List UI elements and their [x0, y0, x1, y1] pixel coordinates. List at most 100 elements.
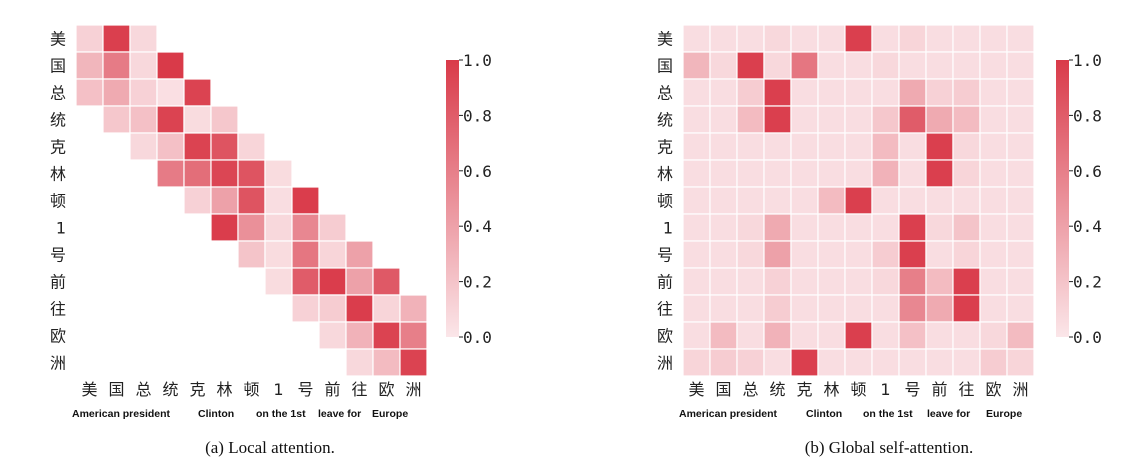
heatmap-0-xtick: 顿 — [243, 380, 259, 399]
heatmap-1-cell-r2-c5 — [817, 78, 846, 107]
heatmap-1-cell-r7-c3 — [763, 213, 792, 242]
heatmap-0-cell-r7-c7 — [264, 213, 293, 242]
heatmap-1-cell-r5-c4 — [790, 159, 819, 188]
heatmap-1-ytick: 欧 — [657, 327, 673, 346]
heatmap-1-cell-r8-c4 — [790, 240, 819, 269]
heatmap-1-cell-r5-c1 — [709, 159, 738, 188]
heatmap-1-cell-r11-c7 — [871, 321, 900, 350]
heatmap-0-cell-r10-c9 — [318, 294, 347, 323]
heatmap-1-cell-r8-c12 — [1006, 240, 1035, 269]
heatmap-1-ytick: 洲 — [657, 354, 673, 373]
heatmap-1-cell-r4-c8 — [898, 132, 927, 161]
heatmap-1-cell-r3-c5 — [817, 105, 846, 134]
heatmap-0-cell-r6-c5 — [210, 186, 239, 215]
heatmap-1-cell-r9-c10 — [952, 267, 981, 296]
heatmap-0-cell-r10-c8 — [291, 294, 320, 323]
heatmap-1-cell-r0-c5 — [817, 24, 846, 53]
heatmap-1-cell-r7-c12 — [1006, 213, 1035, 242]
heatmap-1-cell-r10-c9 — [925, 294, 954, 323]
heatmap-1-cell-r6-c5 — [817, 186, 846, 215]
heatmap-1-cell-r7-c6 — [844, 213, 873, 242]
heatmap-1-cell-r7-c0 — [682, 213, 711, 242]
heatmap-1-cell-r3-c1 — [709, 105, 738, 134]
colorbar-1-tick-label: 0.4 — [1073, 217, 1102, 236]
heatmap-1-cell-r2-c3 — [763, 78, 792, 107]
heatmap-0-cell-r9-c7 — [264, 267, 293, 296]
heatmap-1-cell-r0-c9 — [925, 24, 954, 53]
heatmap-1-cell-r2-c12 — [1006, 78, 1035, 107]
heatmap-0-cell-r4-c3 — [156, 132, 185, 161]
heatmap-1-cell-r11-c2 — [736, 321, 765, 350]
heatmap-0-ytick: 统 — [50, 111, 66, 130]
heatmap-0-cell-r2-c3 — [156, 78, 185, 107]
heatmap-1-cell-r12-c3 — [763, 348, 792, 377]
heatmap-1-xtick: 往 — [958, 380, 974, 399]
heatmap-0-xtick: 号 — [297, 380, 313, 399]
heatmap-1-cell-r0-c3 — [763, 24, 792, 53]
heatmap-1-cell-r12-c9 — [925, 348, 954, 377]
heatmap-1-cell-r2-c0 — [682, 78, 711, 107]
heatmap-0-cell-r1-c0 — [75, 51, 104, 80]
heatmap-1-xtick: 前 — [931, 380, 947, 399]
colorbar-0-tick-label: 0.4 — [463, 217, 492, 236]
heatmap-1-ytick: 前 — [657, 273, 673, 292]
heatmap-1-cell-r8-c10 — [952, 240, 981, 269]
heatmap-1-cell-r0-c11 — [979, 24, 1008, 53]
heatmap-0-cell-r2-c0 — [75, 78, 104, 107]
heatmap-1-cell-r10-c3 — [763, 294, 792, 323]
heatmap-0-cell-r4-c2 — [129, 132, 158, 161]
heatmap-1-cell-r7-c11 — [979, 213, 1008, 242]
heatmap-0-cell-r1-c1 — [102, 51, 131, 80]
heatmap-0-cell-r8-c8 — [291, 240, 320, 269]
heatmap-1-cell-r2-c11 — [979, 78, 1008, 107]
heatmap-1-cell-r2-c7 — [871, 78, 900, 107]
heatmap-1-ytick: 1 — [663, 219, 673, 238]
heatmap-1-cell-r11-c9 — [925, 321, 954, 350]
heatmap-1-cell-r4-c3 — [763, 132, 792, 161]
heatmap-1-cell-r5-c6 — [844, 159, 873, 188]
heatmap-1-cell-r10-c2 — [736, 294, 765, 323]
heatmap-1-cell-r12-c0 — [682, 348, 711, 377]
heatmap-1-cell-r1-c1 — [709, 51, 738, 80]
heatmap-1-cell-r8-c8 — [898, 240, 927, 269]
heatmap-1-gloss: on the 1st — [863, 408, 913, 420]
heatmap-0-cell-r1-c3 — [156, 51, 185, 80]
heatmap-0-cell-r1-c2 — [129, 51, 158, 80]
heatmap-0-cell-r6-c8 — [291, 186, 320, 215]
heatmap-0-cell-r6-c6 — [237, 186, 266, 215]
heatmap-1-cell-r5-c11 — [979, 159, 1008, 188]
heatmap-1-cell-r10-c0 — [682, 294, 711, 323]
heatmap-1-cell-r3-c3 — [763, 105, 792, 134]
heatmap-1-cell-r11-c0 — [682, 321, 711, 350]
heatmap-1-cell-r5-c0 — [682, 159, 711, 188]
heatmap-1-cell-r10-c1 — [709, 294, 738, 323]
heatmap-0-xtick: 洲 — [405, 380, 421, 399]
heatmap-1-cell-r12-c8 — [898, 348, 927, 377]
heatmap-1-cell-r7-c7 — [871, 213, 900, 242]
heatmap-1-cell-r4-c5 — [817, 132, 846, 161]
heatmap-1-xtick: 1 — [880, 380, 890, 399]
heatmap-0-cell-r3-c4 — [183, 105, 212, 134]
heatmap-0-cell-r7-c5 — [210, 213, 239, 242]
heatmap-0-ytick: 克 — [50, 138, 66, 157]
heatmap-1-ytick: 顿 — [657, 192, 673, 211]
heatmap-1-cell-r11-c3 — [763, 321, 792, 350]
heatmap-1-xtick: 号 — [904, 380, 920, 399]
heatmap-1-cell-r0-c2 — [736, 24, 765, 53]
heatmap-0-cell-r2-c1 — [102, 78, 131, 107]
heatmap-1-cell-r0-c10 — [952, 24, 981, 53]
heatmap-0-cell-r5-c6 — [237, 159, 266, 188]
heatmap-0-cell-r0-c2 — [129, 24, 158, 53]
colorbar-1-tick-label: 0.2 — [1073, 273, 1102, 292]
heatmap-1-cell-r0-c4 — [790, 24, 819, 53]
heatmap-1-cell-r11-c1 — [709, 321, 738, 350]
heatmap-1-cell-r11-c11 — [979, 321, 1008, 350]
heatmap-1-xtick: 国 — [715, 380, 731, 399]
heatmap-1-xtick: 顿 — [850, 380, 866, 399]
heatmap-1-cell-r8-c3 — [763, 240, 792, 269]
heatmap-1-cell-r0-c8 — [898, 24, 927, 53]
heatmap-0-cell-r9-c9 — [318, 267, 347, 296]
heatmap-0-ytick: 国 — [50, 57, 66, 76]
heatmap-1-cell-r11-c5 — [817, 321, 846, 350]
